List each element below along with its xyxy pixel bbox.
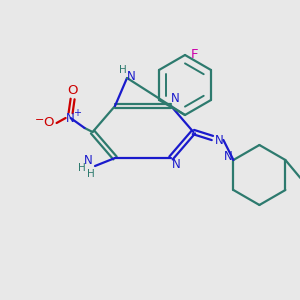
Text: +: + [73, 108, 81, 118]
Text: H: H [87, 169, 95, 179]
Text: N: N [66, 112, 75, 124]
Text: N: N [215, 134, 224, 146]
Text: N: N [172, 158, 180, 172]
Text: N: N [84, 154, 92, 166]
Text: O: O [43, 116, 54, 130]
Text: −: − [35, 115, 44, 125]
Text: O: O [67, 83, 78, 97]
Text: N: N [171, 92, 179, 106]
Text: H: H [78, 163, 86, 173]
Text: H: H [119, 65, 127, 75]
Text: N: N [224, 151, 233, 164]
Text: F: F [191, 49, 199, 62]
Text: N: N [127, 70, 135, 83]
